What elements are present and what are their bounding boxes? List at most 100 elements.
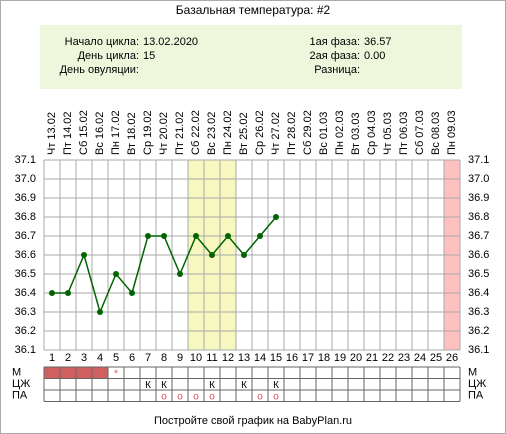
temperature-point: [145, 233, 151, 239]
y-tick-label: 36.1: [15, 344, 36, 356]
y-tick-label-right: 36.2: [468, 325, 489, 337]
temperature-point: [49, 290, 55, 296]
temperature-point: [81, 252, 87, 258]
info-label: 2ая фаза:: [309, 50, 360, 62]
y-tick-label-right: 36.9: [468, 192, 489, 204]
date-label: Вт 18.02: [126, 112, 138, 155]
info-label: Начало цикла:: [65, 36, 139, 48]
row-mark: о: [161, 391, 167, 402]
info-value: 13.02.2020: [143, 36, 198, 48]
chart-title: Базальная температура: #2: [176, 3, 331, 17]
date-label: Пт 21.02: [174, 111, 186, 155]
row-fill: [60, 367, 76, 379]
day-label: 24: [414, 352, 426, 364]
row-mark: о: [273, 391, 279, 402]
date-label: Пн 24.02: [222, 110, 234, 155]
date-label: Сб 15.02: [78, 110, 90, 155]
day-label: 14: [254, 352, 266, 364]
day-label: 5: [113, 352, 119, 364]
day-label: 19: [334, 352, 346, 364]
day-label: 12: [222, 352, 234, 364]
info-label: День цикла:: [78, 50, 139, 62]
y-tick-label: 37.1: [15, 154, 36, 166]
row-mark: К: [209, 380, 215, 391]
date-label: Ср 26.02: [254, 110, 266, 155]
y-tick-label-right: 36.8: [468, 211, 489, 223]
day-label: 10: [190, 352, 202, 364]
date-label: Пт 28.02: [286, 111, 298, 155]
y-tick-label: 36.7: [15, 230, 36, 242]
day-label: 26: [446, 352, 458, 364]
row-fill: [76, 367, 92, 379]
row-label: ЦЖ: [12, 378, 30, 390]
date-label: Ср 04.03: [366, 110, 378, 155]
day-label: 1: [49, 352, 55, 364]
row-mark: К: [241, 380, 247, 391]
info-label: День овуляции:: [60, 64, 139, 76]
day-label: 16: [286, 352, 298, 364]
y-tick-label-right: 36.4: [468, 287, 489, 299]
date-label: Вс 23.02: [206, 112, 218, 155]
y-tick-label-right: 36.7: [468, 230, 489, 242]
day-label: 9: [177, 352, 183, 364]
row-mark: о: [257, 391, 263, 402]
y-tick-label-right: 37.1: [468, 154, 489, 166]
row-label-right: М: [468, 367, 477, 379]
day-label: 6: [129, 352, 135, 364]
date-label: Вс 08.03: [430, 112, 442, 155]
day-label: 18: [318, 352, 330, 364]
day-label: 11: [206, 352, 217, 364]
day-label: 2: [65, 352, 71, 364]
y-tick-label-right: 36.6: [468, 249, 489, 261]
temperature-point: [129, 290, 135, 296]
date-label: Чт 13.02: [46, 112, 58, 155]
day-label: 3: [81, 352, 87, 364]
row-mark: К: [161, 380, 167, 391]
info-label: Разница:: [314, 64, 360, 76]
date-label: Сб 29.02: [302, 110, 314, 155]
date-label: Вт 03.03: [350, 112, 362, 155]
info-label: 1ая фаза:: [309, 36, 360, 48]
day-label: 15: [270, 352, 282, 364]
date-label: Пн 02.03: [334, 110, 346, 155]
row-mark: *: [114, 368, 118, 379]
date-label: Пн 09.03: [446, 110, 458, 155]
footer: Постройте свой график на BabyPlan.ru: [154, 415, 352, 427]
temperature-point: [65, 290, 71, 296]
date-label: Чт 27.02: [270, 112, 282, 155]
date-label: Пт 14.02: [62, 111, 74, 155]
info-value: 36.57: [364, 36, 392, 48]
row-mark: о: [209, 391, 215, 402]
date-label: Чт 20.02: [158, 112, 170, 155]
y-tick-label: 36.4: [15, 287, 36, 299]
date-label: Пн 17.02: [110, 110, 122, 155]
row-mark: о: [193, 391, 199, 402]
date-label: Сб 22.02: [190, 110, 202, 155]
row-label-right: ЦЖ: [468, 378, 486, 390]
y-tick-label: 36.8: [15, 211, 36, 223]
row-label: М: [12, 367, 21, 379]
row-mark: К: [273, 380, 279, 391]
temperature-point: [273, 214, 279, 220]
temperature-point: [177, 271, 183, 277]
temperature-point: [193, 233, 199, 239]
row-mark: о: [177, 391, 183, 402]
y-tick-label-right: 36.3: [468, 306, 489, 318]
row-fill: [44, 367, 60, 379]
row-mark: К: [145, 380, 151, 391]
date-label: Пт 06.03: [398, 111, 410, 155]
info-value: 15: [143, 50, 155, 62]
temperature-point: [225, 233, 231, 239]
date-label: Чт 05.03: [382, 112, 394, 155]
date-label: Вт 25.02: [238, 112, 250, 155]
y-tick-label-right: 36.1: [468, 344, 489, 356]
day-label: 22: [382, 352, 394, 364]
info-value: 0.00: [364, 50, 385, 62]
date-label: Вс 16.02: [94, 112, 106, 155]
y-tick-label-right: 37.0: [468, 173, 489, 185]
temperature-point: [113, 271, 119, 277]
temperature-point: [161, 233, 167, 239]
row-label-right: ПА: [468, 390, 484, 402]
y-tick-label: 36.3: [15, 306, 36, 318]
